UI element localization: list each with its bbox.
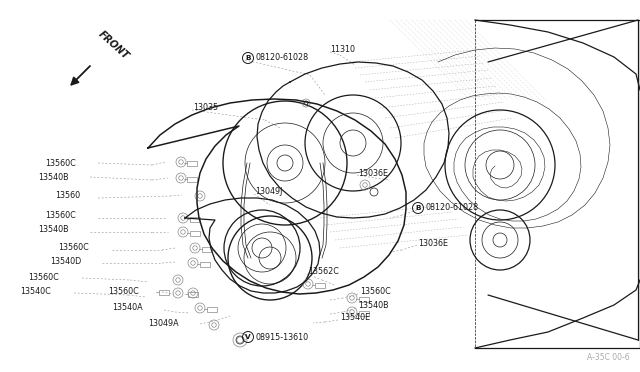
Bar	[190, 217, 200, 222]
Text: 13540A: 13540A	[112, 304, 143, 312]
Text: 08120-61028: 08120-61028	[426, 203, 479, 212]
Bar	[359, 311, 369, 316]
Text: 13540E: 13540E	[340, 314, 370, 323]
Bar	[207, 307, 217, 312]
Text: 13540D: 13540D	[50, 257, 81, 266]
Text: 13560C: 13560C	[28, 273, 59, 282]
Bar	[187, 161, 197, 166]
Text: 13562C: 13562C	[308, 267, 339, 276]
Text: B: B	[415, 205, 420, 211]
Text: 13560C: 13560C	[45, 212, 76, 221]
Text: 13560C: 13560C	[360, 288, 391, 296]
Bar	[190, 231, 200, 236]
Text: V: V	[245, 334, 251, 340]
Text: FRONT: FRONT	[96, 29, 131, 61]
Text: 13560: 13560	[55, 192, 80, 201]
Bar	[200, 262, 210, 267]
Text: 08120-61028: 08120-61028	[256, 54, 309, 62]
Bar	[159, 290, 169, 295]
Bar	[202, 247, 212, 252]
Bar	[315, 283, 325, 288]
Text: 13560C: 13560C	[58, 244, 89, 253]
Bar	[187, 177, 197, 182]
Text: 13560C: 13560C	[108, 288, 139, 296]
Text: 13036E: 13036E	[358, 169, 388, 177]
Text: 13035: 13035	[193, 103, 218, 112]
Text: A-35C 00-6: A-35C 00-6	[588, 353, 630, 362]
Text: 13540B: 13540B	[38, 225, 68, 234]
Bar	[188, 292, 198, 297]
Text: 13049A: 13049A	[148, 320, 179, 328]
Text: 13049J: 13049J	[255, 187, 282, 196]
Text: 08915-13610: 08915-13610	[256, 333, 309, 341]
Text: 13036E: 13036E	[418, 238, 448, 247]
Text: B: B	[245, 55, 251, 61]
Bar	[359, 297, 369, 302]
Text: 11310: 11310	[330, 45, 355, 55]
Text: 13560C: 13560C	[45, 158, 76, 167]
Text: 13540B: 13540B	[358, 301, 388, 311]
Text: 13540B: 13540B	[38, 173, 68, 182]
Text: 13540C: 13540C	[20, 288, 51, 296]
